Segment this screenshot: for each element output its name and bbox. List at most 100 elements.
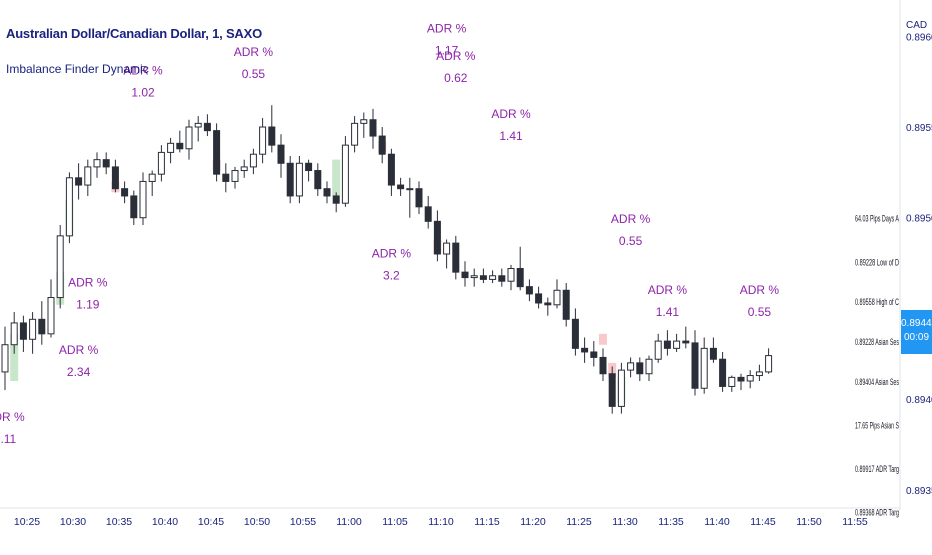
candle-body [415,188,423,208]
candle-5 [47,279,55,338]
adr-label-value-6: 1.17 [435,44,459,58]
candle-54 [498,268,506,287]
candle-61 [562,283,570,327]
candle-4 [38,301,46,345]
candle-38 [351,116,359,153]
candle-body [10,322,18,346]
x-tick-7: 11:00 [336,516,362,528]
candle-50 [461,261,469,287]
candle-body [544,302,552,306]
candle-43 [397,177,405,196]
candle-body [498,275,506,282]
candle-body [121,188,129,197]
candle-56 [516,246,524,291]
candle-18 [167,137,175,164]
candle-body [581,347,589,353]
y-tick-4: 0.89350 [906,486,932,497]
x-tick-3: 10:40 [152,516,178,528]
candle-body [259,126,267,155]
candle-body [433,220,441,255]
candle-32 [295,156,303,204]
candle-51 [470,268,478,287]
candle-55 [507,264,515,291]
candle-body [562,289,570,320]
time-axis[interactable]: 10:25 10:30 10:35 10:40 10:45 10:50 10:55 11:00… [14,516,868,528]
candle-body [139,180,147,219]
candle-body [314,170,322,190]
adr-label-title-0: ADR % [0,410,25,424]
candle-28 [259,117,267,164]
adr-label-value-2: 1.19 [76,298,100,312]
candle-body [378,135,386,155]
x-tick-18: 11:55 [842,516,868,528]
candle-body [305,162,313,172]
x-tick-4: 10:45 [198,516,224,528]
adr-label-value-7: 0.62 [444,71,468,85]
candle-body [397,184,405,190]
candle-body [673,340,681,349]
candle-body [268,126,276,146]
candle-body [691,342,699,389]
candle-body [746,375,754,382]
candle-30 [277,134,285,178]
candle-77 [709,337,717,363]
adr-label-layer: ADR % 2.11 ADR % 2.34 ADR % 1.19 ADR % 1.02 ADR … [0,22,779,446]
candle-body [755,371,763,377]
currency-label: CAD [906,20,928,31]
candle-body [65,177,73,237]
candle-body [277,144,285,164]
bar-countdown: 00:09 [903,332,930,343]
candle-body [424,206,432,222]
candle-body [157,151,165,175]
candle-45 [415,181,423,215]
candle-83 [765,348,773,374]
level-label-7: 0.89368 ADR Targ [855,508,899,519]
candle-body [84,166,92,186]
candle-27 [249,148,257,175]
candle-body [167,142,175,153]
candle-body [351,122,359,146]
candle-body [516,268,524,288]
adr-label-value-3: 1.02 [131,85,155,99]
candle-16 [148,170,156,196]
candle-22 [203,114,211,137]
x-tick-6: 10:55 [290,516,316,528]
candle-68 [627,357,635,378]
candle-31 [286,156,294,204]
candle-71 [654,333,662,363]
candle-body [479,275,487,280]
candle-82 [755,364,763,381]
candle-body [249,153,257,168]
candle-0 [1,326,9,391]
candle-body [525,286,533,295]
candle-36 [332,192,340,213]
x-tick-2: 10:35 [106,516,132,528]
adr-label-title-9: ADR % [611,212,651,226]
candle-body [627,362,635,371]
candle-body [728,376,736,387]
level-label-6: 0.89917 ADR Targ [855,464,899,475]
candle-34 [314,163,322,196]
price-axis[interactable]: 0.89600 0.89550 0.89500 0.89400 0.89350 [906,32,932,497]
candle-29 [268,105,276,153]
candle-42 [387,148,395,196]
candle-13 [121,181,129,204]
candle-body [452,242,460,273]
symbol-title[interactable]: Australian Dollar/Canadian Dollar, 1, SA… [6,26,263,41]
candle-body [102,159,110,168]
candle-79 [728,375,736,392]
adr-label-title-4: ADR % [234,45,274,59]
candle-8 [75,163,83,200]
candle-26 [240,159,248,178]
candle-49 [452,235,460,280]
indicator-title[interactable]: Imbalance Finder Dynamic [6,62,149,76]
level-label-4: 0.89404 Asian Ses [855,377,899,388]
adr-label-title-10: ADR % [648,283,688,297]
candle-52 [479,268,487,284]
candle-body [489,275,497,280]
candle-81 [746,370,754,389]
adr-label-value-4: 0.55 [242,67,266,81]
candle-body [470,275,478,279]
